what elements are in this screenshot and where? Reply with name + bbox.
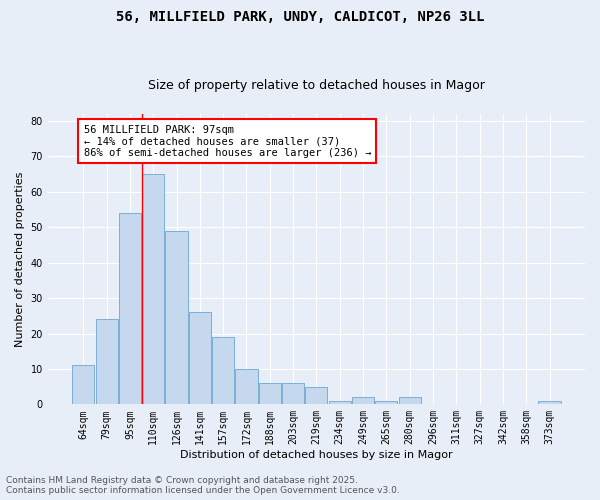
Bar <box>189 312 211 404</box>
Bar <box>166 231 188 404</box>
Bar <box>142 174 164 404</box>
Bar <box>119 213 141 404</box>
Bar <box>212 337 234 404</box>
Bar <box>235 369 257 404</box>
Bar <box>305 386 328 404</box>
Bar <box>538 401 560 404</box>
X-axis label: Distribution of detached houses by size in Magor: Distribution of detached houses by size … <box>180 450 453 460</box>
Y-axis label: Number of detached properties: Number of detached properties <box>15 172 25 347</box>
Text: 56 MILLFIELD PARK: 97sqm
← 14% of detached houses are smaller (37)
86% of semi-d: 56 MILLFIELD PARK: 97sqm ← 14% of detach… <box>83 124 371 158</box>
Bar <box>398 398 421 404</box>
Bar <box>282 383 304 404</box>
Text: Contains HM Land Registry data © Crown copyright and database right 2025.
Contai: Contains HM Land Registry data © Crown c… <box>6 476 400 495</box>
Text: 56, MILLFIELD PARK, UNDY, CALDICOT, NP26 3LL: 56, MILLFIELD PARK, UNDY, CALDICOT, NP26… <box>116 10 484 24</box>
Bar <box>259 383 281 404</box>
Bar <box>329 401 351 404</box>
Bar <box>375 401 397 404</box>
Bar <box>352 398 374 404</box>
Bar <box>95 320 118 404</box>
Bar <box>72 366 94 405</box>
Title: Size of property relative to detached houses in Magor: Size of property relative to detached ho… <box>148 79 485 92</box>
